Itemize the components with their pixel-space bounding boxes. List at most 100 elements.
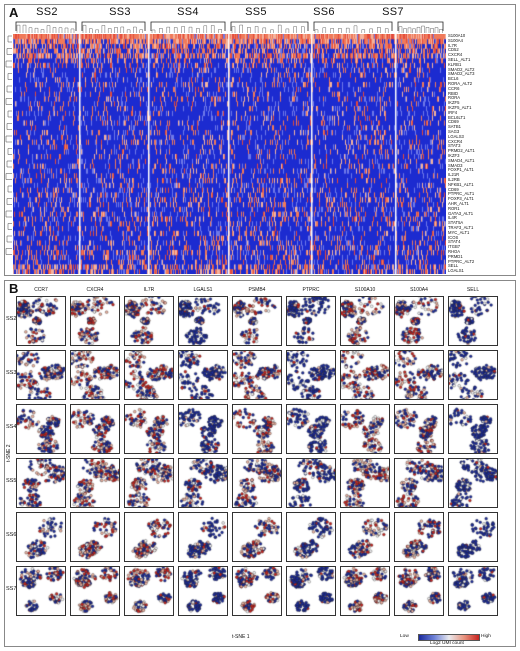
tsne-scatter <box>233 567 281 615</box>
tsne-plot <box>70 404 120 454</box>
gene-label: STAT4 <box>448 239 461 245</box>
gene-label: KLRB1 <box>448 61 462 67</box>
tsne-scatter <box>395 513 443 561</box>
tsne-plot <box>232 350 282 400</box>
tsne-plot <box>178 296 228 346</box>
tsne-scatter <box>287 297 335 345</box>
gene-label: SELL <box>448 263 459 269</box>
gene-label: RORA_ALT2 <box>448 81 473 86</box>
tsne-scatter <box>395 459 443 507</box>
gene-label: S100A4 <box>448 37 463 43</box>
tsne-plot <box>286 566 336 616</box>
tsne-plot <box>178 458 228 508</box>
gene-label: SMAD4_ALT1 <box>448 157 475 163</box>
tsne-plot <box>286 296 336 346</box>
tsne-plot <box>124 566 174 616</box>
gene-label: IL7R <box>448 42 457 48</box>
tsne-scatter <box>449 567 497 615</box>
gene-label: IKZF5 <box>448 100 460 106</box>
tsne-scatter <box>179 513 227 561</box>
tsne-scatter <box>125 567 173 615</box>
tsne-plot <box>340 296 390 346</box>
gene-label: CCR6 <box>448 85 460 91</box>
gene-label: SATB1 <box>448 124 461 130</box>
tsne-scatter <box>233 459 281 507</box>
tsne-plot <box>16 458 66 508</box>
subset-header: SS7 <box>382 6 404 18</box>
tsne-plot <box>286 512 336 562</box>
tsne-scatter <box>449 513 497 561</box>
gene-label: BCL6 <box>448 76 459 82</box>
gene-label: RORA <box>448 95 461 101</box>
gene-column-header: S100A4 <box>410 287 428 293</box>
tsne-plot <box>124 350 174 400</box>
gene-label: PTPRC_ALT1 <box>448 191 475 197</box>
tsne-plot <box>448 566 498 616</box>
tsne-plot <box>394 296 444 346</box>
gene-label: AHR_ALT1 <box>448 201 469 206</box>
tsne-scatter <box>71 351 119 399</box>
tsne-plot <box>340 350 390 400</box>
subset-row-header: SS2 <box>6 316 17 322</box>
legend-low-label: Low <box>400 634 409 639</box>
row-dendrogram <box>5 35 12 255</box>
tsne-scatter <box>287 567 335 615</box>
tsne-plot <box>70 566 120 616</box>
gene-column-header: PSMB4 <box>248 287 266 293</box>
tsne-plot <box>70 350 120 400</box>
gene-label: STAT5A <box>448 220 464 226</box>
gene-label: CD69 <box>448 119 459 125</box>
gene-label: GATA3_ALT1 <box>448 210 474 216</box>
tsne-plot <box>394 458 444 508</box>
tsne-scatter <box>449 459 497 507</box>
tsne-plot <box>16 566 66 616</box>
panel-b-letter: B <box>9 281 19 296</box>
tsne-plot <box>448 350 498 400</box>
tsne-scatter <box>179 297 227 345</box>
subset-header: SS2 <box>36 6 58 18</box>
tsne-plot <box>16 350 66 400</box>
tsne-scatter <box>17 567 65 615</box>
subset-header: SS4 <box>177 6 199 18</box>
tsne-plot <box>124 296 174 346</box>
gene-label: PRMD2_ALT1 <box>448 148 475 154</box>
gene-label: S100A10 <box>448 33 466 38</box>
tsne-plot <box>124 404 174 454</box>
tsne-scatter <box>233 297 281 345</box>
subset-row-header: SS5 <box>6 478 17 484</box>
tsne-scatter <box>125 459 173 507</box>
tsne-plot <box>448 404 498 454</box>
gene-column-header: LGALS1 <box>193 287 213 293</box>
tsne-scatter <box>287 405 335 453</box>
gene-label: CXCR4 <box>448 52 463 58</box>
tsne-plot <box>340 512 390 562</box>
gene-column-header: IL7R <box>143 287 155 293</box>
tsne-plot <box>286 350 336 400</box>
gene-label: LGALS3 <box>448 133 464 139</box>
tsne-plot <box>178 566 228 616</box>
tsne-plot <box>70 296 120 346</box>
tsne-plot <box>124 458 174 508</box>
tsne-scatter <box>395 297 443 345</box>
tsne-scatter <box>71 297 119 345</box>
tsne-plot <box>232 404 282 454</box>
tsne-plot <box>16 296 66 346</box>
tsne-plot <box>394 350 444 400</box>
gene-label: SMAD3 <box>448 162 463 168</box>
tsne-scatter <box>17 351 65 399</box>
tsne-plot <box>232 296 282 346</box>
tsne-scatter <box>17 297 65 345</box>
tsne-scatter <box>71 405 119 453</box>
tsne-plot <box>286 458 336 508</box>
gene-label: TRAF3_ALT1 <box>448 225 474 230</box>
gene-label: BCL6LT1 <box>448 114 466 120</box>
tsne-scatter <box>17 405 65 453</box>
subset-header: SS3 <box>109 6 131 18</box>
gene-label: FOXP1_ALT1 <box>448 167 474 173</box>
tsne-plot <box>340 404 390 454</box>
tsne-plot <box>286 404 336 454</box>
gene-label: CD52 <box>448 47 459 53</box>
gene-label: CD69 <box>448 186 459 192</box>
tsne-plot <box>394 512 444 562</box>
tsne-scatter <box>125 513 173 561</box>
